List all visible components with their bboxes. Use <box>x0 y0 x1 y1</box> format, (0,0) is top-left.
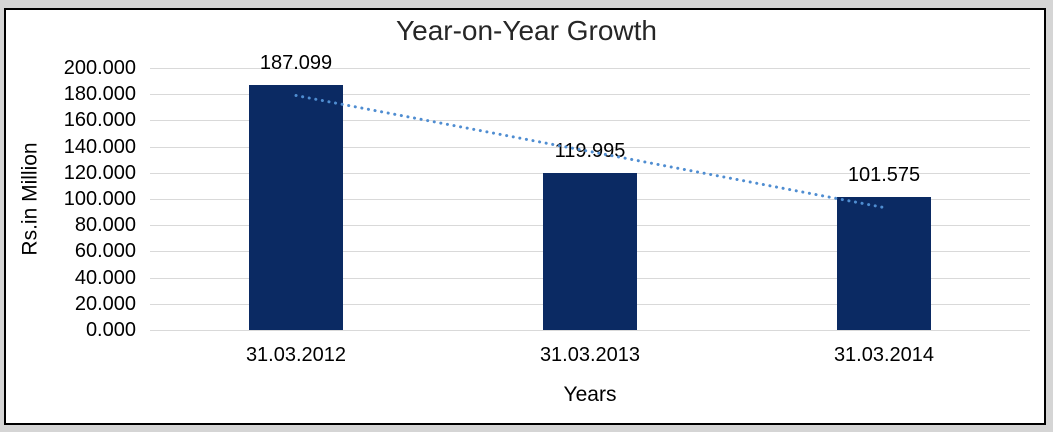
y-axis-tick-label: 40.000 <box>74 266 136 289</box>
bar-31.03.2012 <box>249 84 343 330</box>
y-axis-tick-label: 140.000 <box>63 135 136 158</box>
gridline <box>150 94 1030 96</box>
y-axis-tick-label: 160.000 <box>63 109 136 132</box>
x-axis-tick-label: 31.03.2014 <box>833 344 935 366</box>
y-axis-tick-label: 60.000 <box>74 240 136 263</box>
trendline <box>294 94 886 210</box>
bar-data-label: 119.995 <box>554 139 626 162</box>
x-axis-tick-label: 31.03.2013 <box>539 344 641 366</box>
bar-31.03.2013 <box>543 172 637 330</box>
x-axis-title: Years <box>563 383 617 406</box>
chart-title: Year-on-Year Growth <box>396 15 657 46</box>
gridline <box>150 68 1030 69</box>
y-axis-tick-label: 20.000 <box>74 292 136 315</box>
y-axis-tick-label: 180.000 <box>63 83 136 106</box>
gridline <box>150 146 1030 148</box>
y-axis-tick-label: 200.000 <box>63 57 136 79</box>
y-axis-tick-label: 0.000 <box>85 319 136 341</box>
y-axis-tick-label: 80.000 <box>74 214 136 237</box>
plot-area: 187.099 119.995 101.575 <box>150 52 1030 331</box>
bar-data-label: 187.099 <box>259 51 333 74</box>
x-axis-tick-label: 31.03.2012 <box>245 344 347 366</box>
gridline <box>150 120 1030 122</box>
bar-31.03.2014 <box>837 196 931 330</box>
bar-data-label: 101.575 <box>847 163 921 186</box>
y-axis-tick-label: 100.000 <box>63 188 136 210</box>
gridline <box>150 330 1030 331</box>
y-axis-tick-label: 120.000 <box>63 161 136 184</box>
